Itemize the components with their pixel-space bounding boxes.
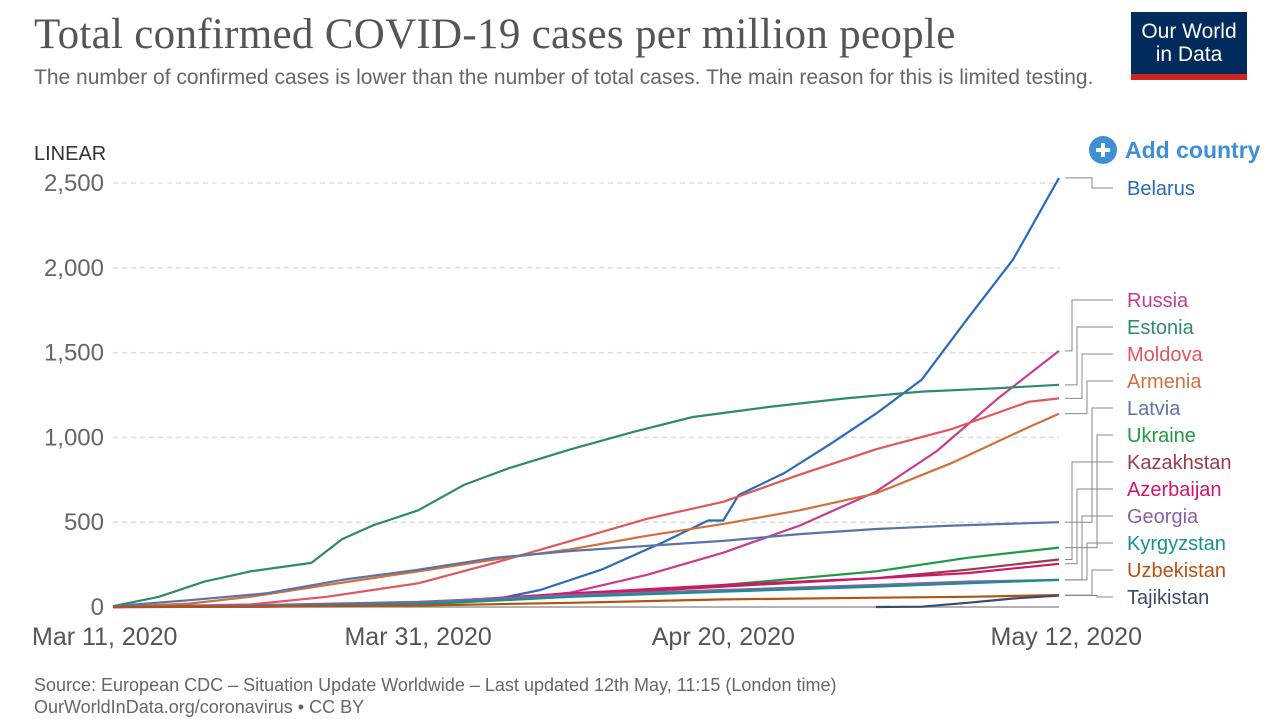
- x-tick-label: May 12, 2020: [991, 623, 1143, 651]
- y-tick-label: 0: [91, 594, 104, 621]
- legend-connector: [1065, 594, 1113, 598]
- x-tick-label: Apr 20, 2020: [652, 623, 795, 651]
- legend-connector: [1065, 353, 1113, 399]
- x-axis-ticks: Mar 11, 2020 Mar 31, 2020 Apr 20, 2020 May …: [32, 623, 1142, 651]
- legend-connector: [1065, 434, 1113, 549]
- series-line-latvia[interactable]: [112, 521, 1060, 608]
- y-tick-label: 2,000: [44, 255, 104, 282]
- legend-label-tajikistan[interactable]: Tajikistan: [1127, 587, 1209, 609]
- series-line-armenia[interactable]: [112, 412, 1060, 609]
- legend-label-moldova[interactable]: Moldova: [1127, 344, 1203, 366]
- legend-connector: [1065, 380, 1113, 415]
- legend-label-kazakhstan[interactable]: Kazakhstan: [1127, 452, 1232, 474]
- source-note: Source: European CDC – Situation Update …: [34, 675, 837, 695]
- footer: Source: European CDC – Situation Update …: [34, 674, 836, 718]
- plus-circle-icon: [1089, 136, 1117, 164]
- legend-connector: [1065, 542, 1113, 581]
- scale-toggle[interactable]: LINEAR: [34, 143, 107, 165]
- legend-label-kyrgyzstan[interactable]: Kyrgyzstan: [1127, 533, 1226, 555]
- y-tick-label: 2,500: [44, 170, 104, 197]
- legend-connector: [1065, 569, 1113, 596]
- legend-label-uzbekistan[interactable]: Uzbekistan: [1127, 560, 1226, 582]
- chart-title: Total confirmed COVID-19 cases per milli…: [34, 11, 956, 58]
- owid-logo[interactable]: Our World in Data: [1131, 12, 1247, 80]
- series-line-uzbekistan[interactable]: [112, 594, 1060, 609]
- series-line-georgia[interactable]: [112, 578, 1060, 608]
- legend-connector: [1065, 326, 1113, 386]
- legend-connector: [1065, 461, 1113, 561]
- legend-connector: [1065, 488, 1113, 565]
- logo-line-2: in Data: [1155, 43, 1223, 66]
- add-country-button[interactable]: Add country: [1089, 136, 1260, 164]
- y-tick-label: 500: [64, 509, 104, 536]
- legend-label-georgia[interactable]: Georgia: [1127, 506, 1199, 528]
- series-line-moldova[interactable]: [112, 397, 1060, 609]
- legend: Belarus Russia Estonia Moldova Armenia Latvia…: [1065, 177, 1232, 609]
- series-lines: [112, 177, 1060, 609]
- series-line-tajikistan[interactable]: [875, 594, 1060, 609]
- source-link[interactable]: OurWorldInData.org/coronavirus • CC BY: [34, 697, 365, 717]
- legend-label-latvia[interactable]: Latvia: [1127, 398, 1181, 420]
- legend-connector: [1065, 407, 1113, 523]
- legend-connector: [1065, 299, 1113, 352]
- legend-label-estonia[interactable]: Estonia: [1127, 317, 1195, 339]
- chart-subtitle: The number of confirmed cases is lower t…: [34, 66, 1094, 89]
- legend-label-ukraine[interactable]: Ukraine: [1127, 425, 1196, 447]
- legend-label-russia[interactable]: Russia: [1127, 290, 1189, 312]
- logo-line-1: Our World: [1141, 20, 1237, 43]
- x-tick-label: Mar 11, 2020: [32, 623, 177, 651]
- y-tick-label: 1,000: [44, 424, 104, 451]
- series-line-estonia[interactable]: [112, 383, 1060, 608]
- y-tick-label: 1,500: [44, 340, 104, 367]
- legend-label-armenia[interactable]: Armenia: [1127, 371, 1202, 393]
- legend-connector: [1065, 177, 1113, 189]
- series-line-russia[interactable]: [112, 350, 1060, 609]
- add-country-label: Add country: [1125, 136, 1261, 163]
- grid-lines: [113, 182, 1059, 608]
- legend-label-belarus[interactable]: Belarus: [1127, 178, 1195, 200]
- x-tick-label: Mar 31, 2020: [344, 623, 491, 651]
- y-axis-ticks: 0 500 1,000 1,500 2,000 2,500: [44, 170, 104, 621]
- legend-label-azerbaijan[interactable]: Azerbaijan: [1127, 479, 1222, 501]
